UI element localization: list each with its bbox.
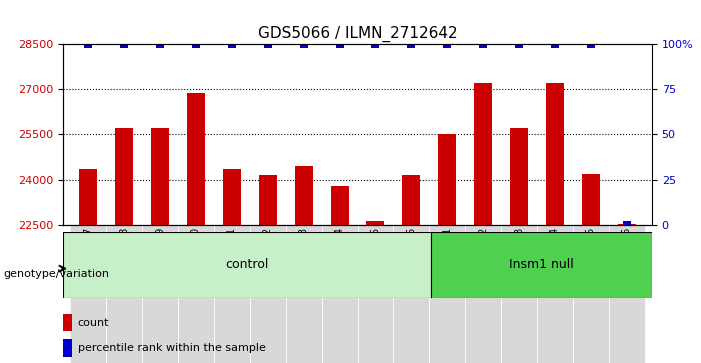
Point: [442, 41, 453, 46]
Title: GDS5066 / ILMN_2712642: GDS5066 / ILMN_2712642: [258, 26, 457, 42]
Point: [298, 41, 309, 46]
FancyBboxPatch shape: [63, 232, 431, 298]
Point: [550, 41, 561, 46]
Bar: [151, 128, 169, 225]
Point: [191, 41, 202, 46]
Bar: [474, 83, 492, 225]
Bar: [438, 134, 456, 225]
Bar: [546, 83, 564, 225]
FancyBboxPatch shape: [609, 225, 645, 363]
FancyBboxPatch shape: [322, 225, 358, 363]
Bar: [294, 166, 313, 225]
Point: [118, 41, 130, 46]
Point: [370, 41, 381, 46]
FancyBboxPatch shape: [537, 225, 573, 363]
Bar: [402, 175, 421, 225]
Point: [513, 41, 524, 46]
Point: [83, 41, 94, 46]
Bar: [223, 169, 241, 225]
FancyBboxPatch shape: [429, 225, 465, 363]
Bar: [115, 128, 133, 225]
Point: [154, 41, 165, 46]
FancyBboxPatch shape: [178, 225, 214, 363]
Point: [262, 41, 273, 46]
Bar: [63, 314, 72, 331]
Text: control: control: [226, 258, 268, 272]
FancyBboxPatch shape: [250, 225, 286, 363]
Point: [585, 41, 597, 46]
Bar: [367, 220, 384, 225]
Bar: [331, 186, 348, 225]
FancyBboxPatch shape: [286, 225, 322, 363]
Bar: [63, 339, 72, 357]
FancyBboxPatch shape: [573, 225, 609, 363]
Point: [621, 222, 632, 228]
FancyBboxPatch shape: [106, 225, 142, 363]
Bar: [259, 175, 277, 225]
Point: [226, 41, 238, 46]
FancyBboxPatch shape: [142, 225, 178, 363]
Bar: [618, 224, 636, 225]
Point: [334, 41, 345, 46]
Text: Insm1 null: Insm1 null: [509, 258, 574, 272]
FancyBboxPatch shape: [358, 225, 393, 363]
FancyBboxPatch shape: [70, 225, 106, 363]
FancyBboxPatch shape: [431, 232, 652, 298]
Text: genotype/variation: genotype/variation: [4, 269, 109, 279]
FancyBboxPatch shape: [393, 225, 429, 363]
Bar: [79, 169, 97, 225]
Bar: [582, 174, 600, 225]
FancyBboxPatch shape: [214, 225, 250, 363]
Point: [406, 41, 417, 46]
Point: [477, 41, 489, 46]
FancyBboxPatch shape: [501, 225, 537, 363]
Text: count: count: [78, 318, 109, 328]
FancyBboxPatch shape: [465, 225, 501, 363]
Bar: [187, 93, 205, 225]
Bar: [510, 128, 528, 225]
Text: percentile rank within the sample: percentile rank within the sample: [78, 343, 266, 353]
